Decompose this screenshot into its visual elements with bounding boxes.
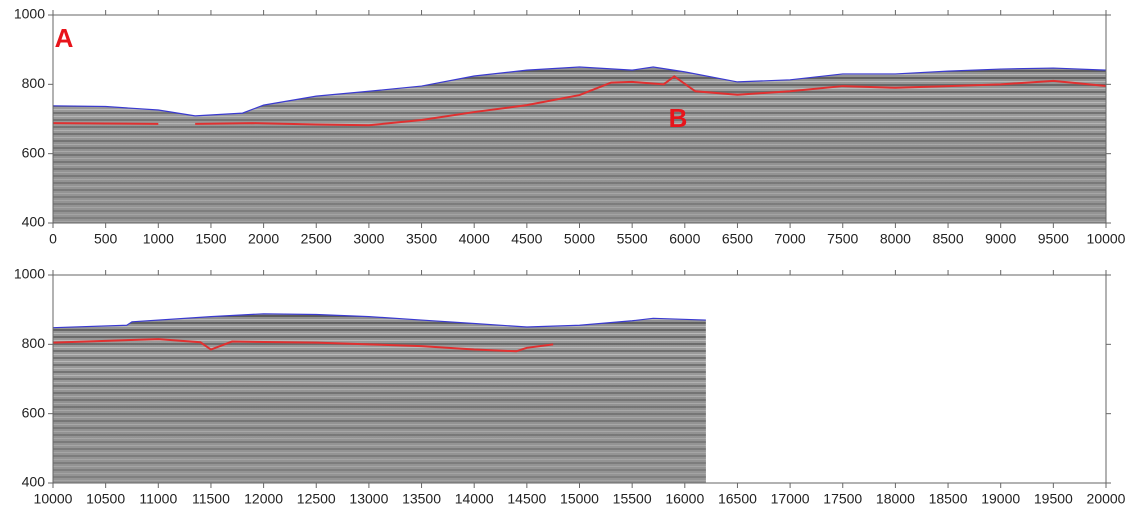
annotation: A (55, 23, 74, 53)
radargram-shade (53, 313, 706, 483)
y-tick-label: 1000 (14, 266, 45, 282)
x-tick-label: 6000 (669, 231, 700, 247)
profile-line (53, 66, 1106, 117)
profile-line (53, 313, 706, 329)
x-tick-label: 16000 (665, 491, 704, 507)
y-tick-label: 400 (22, 214, 46, 230)
x-tick-label: 14000 (455, 491, 494, 507)
x-tick-label: 10000 (34, 491, 73, 507)
x-tick-label: 8500 (932, 231, 963, 247)
x-tick-label: 5500 (617, 231, 648, 247)
profile-line (53, 338, 554, 353)
x-tick-label: 11500 (192, 491, 230, 507)
x-tick-label: 10000 (1087, 231, 1126, 247)
profile-line (53, 75, 1106, 127)
x-tick-label: 9000 (985, 231, 1016, 247)
y-tick-label: 800 (22, 75, 46, 91)
x-tick-label: 7000 (775, 231, 806, 247)
x-tick-label: 12000 (244, 491, 283, 507)
x-tick-label: 2000 (248, 231, 279, 247)
x-tick-label: 5000 (564, 231, 595, 247)
x-tick-label: 15500 (613, 491, 652, 507)
y-tick-label: 600 (22, 144, 46, 160)
x-tick-label: 14500 (507, 491, 546, 507)
x-tick-label: 8000 (880, 231, 911, 247)
x-tick-label: 13000 (349, 491, 388, 507)
x-tick-label: 18500 (929, 491, 968, 507)
x-tick-label: 3000 (353, 231, 384, 247)
x-tick-label: 3500 (406, 231, 437, 247)
x-tick-label: 0 (49, 231, 57, 247)
y-tick-label: 600 (22, 404, 46, 420)
x-tick-label: 9500 (1038, 231, 1069, 247)
x-tick-label: 13500 (402, 491, 441, 507)
x-tick-label: 17000 (771, 491, 810, 507)
x-tick-label: 500 (94, 231, 118, 247)
x-tick-label: 1500 (195, 231, 226, 247)
x-tick-label: 19500 (1034, 491, 1073, 507)
radargram-shade (53, 67, 1106, 223)
y-tick-label: 400 (22, 474, 46, 490)
x-tick-label: 12500 (297, 491, 336, 507)
x-tick-label: 17500 (823, 491, 862, 507)
x-tick-label: 4500 (511, 231, 542, 247)
x-tick-label: 1000 (143, 231, 174, 247)
y-tick-label: 800 (22, 335, 46, 351)
x-tick-label: 4000 (459, 231, 490, 247)
y-tick-label: 1000 (14, 6, 45, 22)
annotation: B (669, 103, 688, 133)
x-tick-label: 7500 (827, 231, 858, 247)
x-tick-label: 6500 (722, 231, 753, 247)
x-tick-label: 18000 (876, 491, 915, 507)
x-tick-label: 19000 (981, 491, 1020, 507)
x-tick-label: 11000 (139, 491, 177, 507)
x-tick-label: 15000 (560, 491, 599, 507)
x-tick-label: 10500 (86, 491, 125, 507)
x-tick-label: 2500 (301, 231, 332, 247)
x-tick-label: 16500 (718, 491, 757, 507)
x-tick-label: 20000 (1087, 491, 1126, 507)
